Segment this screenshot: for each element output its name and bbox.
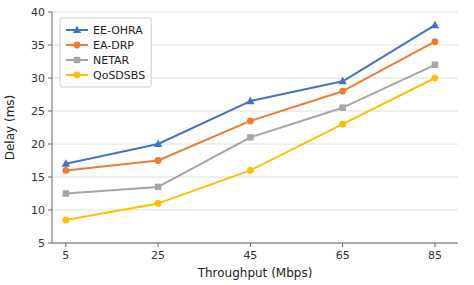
series-marker: [431, 21, 439, 29]
series: [62, 21, 439, 167]
legend-label: EE-OHRA: [93, 24, 143, 37]
y-tick: [48, 243, 52, 244]
x-tick: [342, 243, 343, 247]
x-tick: [65, 243, 66, 247]
y-tick: [48, 111, 52, 112]
y-tick-label: 10: [31, 204, 45, 217]
series-marker: [339, 104, 345, 110]
series: [62, 75, 438, 224]
legend-marker: [74, 42, 81, 49]
series-marker: [432, 62, 438, 68]
x-tick-label: 45: [243, 249, 257, 262]
series-marker: [154, 139, 162, 147]
series-marker: [338, 77, 346, 85]
grid-line: [52, 111, 458, 112]
x-tick: [158, 243, 159, 247]
y-tick: [48, 78, 52, 79]
legend-marker: [74, 72, 81, 79]
legend-marker: [74, 57, 80, 63]
series-group: [62, 21, 439, 224]
y-tick-label: 5: [38, 237, 45, 250]
y-tick-label: 20: [31, 138, 45, 151]
x-axis-line: [52, 243, 458, 244]
series-marker: [247, 167, 254, 174]
grid-line: [52, 243, 458, 244]
grid-line: [52, 144, 458, 145]
legend-box: [60, 18, 151, 87]
y-tick-label: 25: [31, 105, 45, 118]
x-tick: [434, 243, 435, 247]
chart: 5 25 45 65 85 5 10 15 20 25 30 35 40 Throughput (Mbps…: [0, 0, 474, 285]
series-marker: [62, 159, 70, 167]
series-marker: [62, 167, 69, 174]
series-marker: [155, 184, 161, 190]
x-tick-label: 85: [428, 249, 442, 262]
x-axis-label: Throughput (Mbps): [197, 266, 313, 280]
grid-line: [52, 12, 458, 13]
y-tick: [48, 210, 52, 211]
y-tick: [48, 144, 52, 145]
legend-marker: [73, 25, 81, 33]
y-axis-line: [52, 12, 53, 243]
series-marker: [155, 200, 162, 207]
y-axis-label: Delay (ms): [3, 95, 17, 161]
x-tick-label: 5: [62, 249, 69, 262]
series-marker: [339, 121, 346, 128]
series-line: [66, 78, 435, 220]
series-marker: [247, 117, 254, 124]
y-tick: [48, 12, 52, 13]
series-marker: [63, 190, 69, 196]
y-tick-label: 30: [31, 72, 45, 85]
y-tick: [48, 177, 52, 178]
y-tick-label: 35: [31, 39, 45, 52]
y-tick: [48, 45, 52, 46]
grid-line: [52, 177, 458, 178]
series-marker: [246, 97, 254, 105]
series-marker: [432, 75, 439, 82]
grid-line: [52, 210, 458, 211]
series: [63, 62, 439, 197]
series-marker: [62, 216, 69, 223]
axes: 5 25 45 65 85 5 10 15 20 25 30 35 40: [31, 6, 458, 262]
y-tick-label: 15: [31, 171, 45, 184]
y-tick-label: 40: [31, 6, 45, 19]
legend-label: QoSDSBS: [93, 69, 145, 82]
series-marker: [247, 134, 253, 140]
series-marker: [432, 38, 439, 45]
series-marker: [155, 157, 162, 164]
x-tick-label: 25: [151, 249, 165, 262]
x-tick: [250, 243, 251, 247]
legend-label: EA-DRP: [93, 39, 134, 52]
series-line: [66, 25, 435, 164]
x-tick-label: 65: [336, 249, 350, 262]
legend: EE-OHRA EA-DRP NETAR QoSDSBS: [60, 18, 151, 87]
series-marker: [339, 88, 346, 95]
series: [62, 38, 438, 174]
grid: [52, 12, 458, 243]
legend-label: NETAR: [93, 54, 130, 67]
